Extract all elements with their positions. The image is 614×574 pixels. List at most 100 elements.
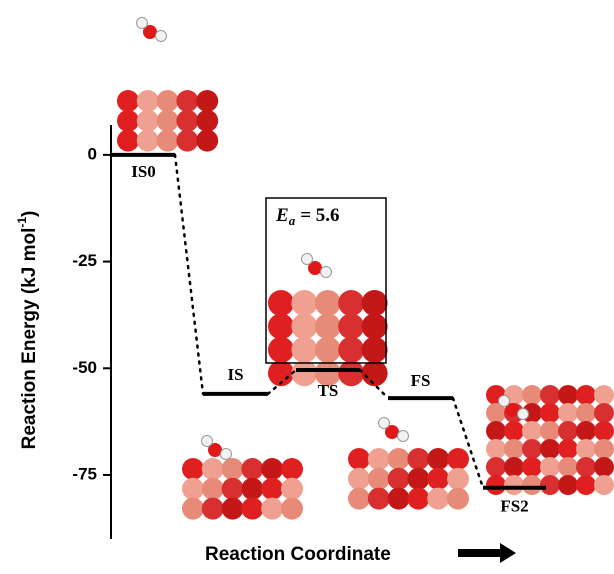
atom [156, 109, 179, 132]
atom [361, 360, 388, 387]
atom [196, 129, 219, 152]
y-label-end: ) [19, 211, 40, 217]
atom [397, 430, 409, 442]
x-arrow [458, 543, 516, 563]
atom [261, 497, 284, 520]
atom [540, 403, 560, 423]
atom [486, 475, 506, 495]
atom [136, 129, 159, 152]
atom [201, 458, 224, 480]
atom [201, 497, 224, 520]
atom [540, 457, 560, 477]
atom [348, 467, 370, 490]
atom [117, 90, 139, 112]
atom [281, 458, 303, 480]
atom [558, 439, 578, 459]
atom [594, 457, 614, 477]
atom [558, 457, 578, 477]
atom [301, 253, 313, 265]
atom [314, 290, 341, 316]
atom [594, 421, 614, 441]
y-axis-label: Reaction Energy (kJ mol-1) [15, 211, 40, 450]
atom [522, 421, 542, 441]
atom [576, 457, 596, 477]
atom [196, 109, 219, 132]
atom [176, 90, 199, 112]
atom [427, 467, 450, 490]
atom [314, 360, 341, 387]
atom [367, 467, 390, 490]
x-axis-label: Reaction Coordinate [205, 544, 391, 565]
level-label: IS0 [131, 162, 156, 181]
atom [268, 336, 294, 363]
atom [378, 417, 390, 429]
atom [486, 439, 506, 459]
atom [504, 421, 524, 441]
atom [504, 439, 524, 459]
atom [576, 421, 596, 441]
atom [221, 458, 244, 480]
atom [407, 467, 430, 490]
atom [576, 385, 596, 405]
atom [505, 403, 519, 417]
atom [522, 439, 542, 459]
atom [143, 25, 157, 39]
connector [173, 153, 205, 396]
atom [447, 448, 469, 470]
atom [540, 475, 560, 495]
atom [504, 457, 524, 477]
atom [594, 475, 614, 495]
atom [522, 457, 542, 477]
atom [576, 439, 596, 459]
atom [540, 439, 560, 459]
y-tick-label: -75 [72, 464, 97, 483]
level-label: TS [318, 381, 339, 400]
atom [407, 487, 430, 510]
atom [498, 395, 510, 407]
atom [338, 290, 365, 316]
atom [201, 477, 224, 500]
level-label: IS [227, 365, 243, 384]
atom [387, 467, 410, 490]
atom [136, 17, 148, 29]
atom [182, 477, 204, 500]
connector [266, 368, 298, 396]
atom [268, 313, 294, 340]
atom [558, 403, 578, 423]
atom [594, 439, 614, 459]
ts-box [265, 197, 387, 364]
atom [136, 109, 159, 132]
atom [136, 90, 159, 112]
atom [594, 385, 614, 405]
atom [268, 290, 294, 316]
atom [407, 448, 430, 470]
atom [558, 385, 578, 405]
atom [221, 477, 244, 500]
atom [196, 90, 219, 112]
atom [291, 290, 318, 316]
atom [291, 313, 318, 340]
atom [291, 336, 318, 363]
connector [451, 396, 485, 490]
ea-symbol: E [275, 205, 289, 226]
atom [361, 336, 388, 363]
level-label: FS2 [500, 497, 528, 516]
atom [261, 458, 284, 480]
atom [182, 497, 204, 520]
atom [208, 443, 222, 457]
atom [155, 30, 167, 42]
atom [117, 129, 139, 152]
atom [308, 261, 322, 275]
atom [201, 435, 213, 447]
atom [558, 421, 578, 441]
atom [427, 487, 450, 510]
y-label-sup: -1 [15, 217, 29, 228]
atom [320, 266, 332, 278]
atom [594, 403, 614, 423]
atom [117, 109, 139, 132]
y-tick-label: -50 [72, 358, 97, 377]
atom [504, 475, 524, 495]
y-tick-label: -25 [72, 251, 97, 270]
